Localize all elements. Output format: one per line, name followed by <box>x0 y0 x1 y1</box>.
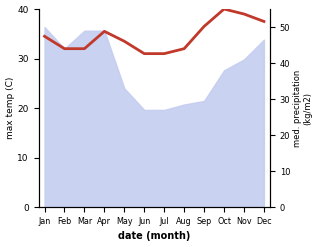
X-axis label: date (month): date (month) <box>118 231 190 242</box>
Y-axis label: med. precipitation
(kg/m2): med. precipitation (kg/m2) <box>293 69 313 147</box>
Y-axis label: max temp (C): max temp (C) <box>5 77 15 139</box>
